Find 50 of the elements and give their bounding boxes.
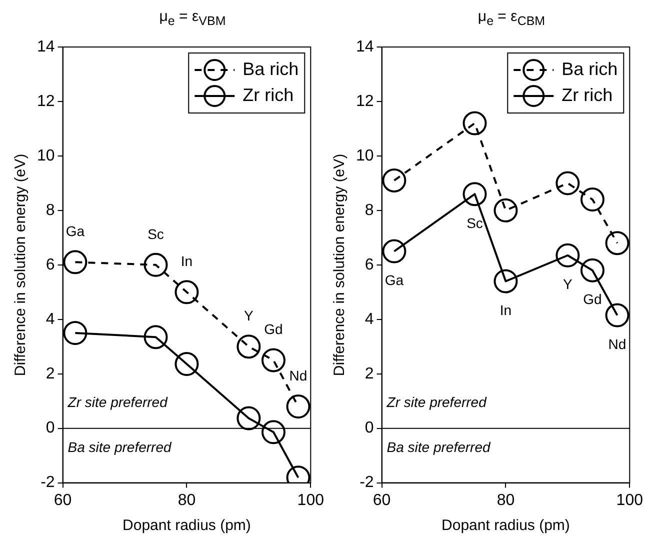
y-tick-label: 0 [364, 420, 374, 437]
annotation: Ba site preferred [386, 439, 492, 456]
x-axis-title: Dopant radius (pm) [122, 517, 251, 534]
annotation: In [180, 252, 193, 269]
annotation: Zr site preferred [386, 394, 488, 410]
annotation: Nd [608, 336, 626, 352]
y-tick-label: 0 [46, 420, 55, 437]
legend-label: Zr rich [562, 84, 613, 105]
annotation: Nd [289, 367, 308, 384]
x-tick-label: 100 [616, 492, 644, 509]
annotation: Zr site preferred [66, 394, 169, 410]
annotation: Sc [466, 214, 483, 231]
y-tick-label: 12 [356, 92, 374, 110]
legend-label: Zr rich [242, 84, 294, 105]
annotation: Y [563, 276, 574, 292]
annotation: In [500, 302, 512, 318]
y-tick-label: 2 [364, 365, 374, 382]
y-tick-label: 8 [46, 202, 55, 219]
annotation: Sc [148, 226, 164, 242]
x-tick-label: 60 [372, 492, 391, 509]
legend-label: Ba rich [562, 58, 618, 79]
chart-title: μ$_{e}$ = ε$_{VBM}$ [158, 8, 227, 30]
x-axis-title: Dopant radius (pm) [442, 517, 570, 534]
annotation: Ga [66, 223, 85, 240]
y-tick-label: -2 [360, 474, 374, 492]
annotation: Y [244, 307, 254, 324]
x-tick-label: 100 [297, 492, 324, 509]
x-tick-label: 60 [54, 492, 72, 509]
y-tick-label: 10 [37, 147, 55, 164]
y-tick-label: 10 [356, 147, 374, 164]
legend-label: Ba rich [242, 58, 299, 79]
y-tick-label: 8 [364, 202, 374, 219]
annotation: Gd [583, 291, 602, 308]
annotation: Gd [264, 321, 283, 338]
y-tick-label: 6 [46, 256, 55, 274]
y-tick-label: 4 [364, 310, 374, 328]
x-tick-label: 80 [496, 492, 515, 509]
y-tick-label: 2 [46, 365, 55, 382]
annotation: Ga [384, 272, 404, 288]
y-tick-label: 14 [37, 38, 55, 56]
y-tick-label: 12 [37, 92, 55, 110]
chart-title: μ$_{e}$ = ε$_{CBM}$ [476, 8, 546, 30]
y-tick-label: -2 [40, 474, 55, 492]
annotation: Ba site preferred [68, 439, 173, 456]
y-tick-label: 6 [364, 256, 374, 274]
y-tick-label: 4 [46, 310, 55, 328]
x-tick-label: 80 [178, 492, 196, 509]
y-axis-title: Difference in solution energy (eV) [12, 154, 30, 376]
y-tick-label: 14 [356, 38, 374, 56]
y-axis-title: Difference in solution energy (eV) [331, 154, 348, 376]
